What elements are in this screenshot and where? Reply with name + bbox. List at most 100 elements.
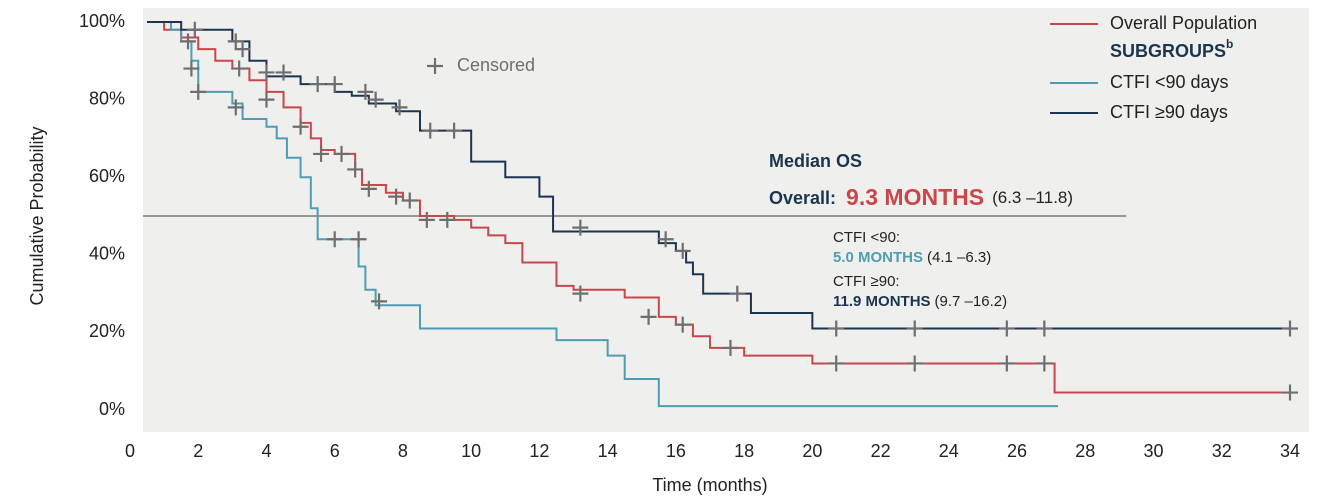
plot-background xyxy=(143,8,1309,432)
censor-mark xyxy=(333,145,350,162)
censor-mark xyxy=(371,293,388,310)
annotation-label: CTFI <90: xyxy=(833,229,900,246)
x-tick-label: 2 xyxy=(193,441,203,461)
censor-mark xyxy=(347,161,364,178)
x-tick-label: 34 xyxy=(1280,441,1300,461)
censor-mark xyxy=(309,76,326,93)
censor-mark xyxy=(227,99,244,116)
censor-mark xyxy=(640,308,657,325)
censor-mark xyxy=(292,118,309,135)
censor-mark xyxy=(183,60,200,77)
censor-mark xyxy=(258,91,275,108)
annotation-heading: Median OS xyxy=(769,151,862,171)
censor-mark xyxy=(388,188,405,205)
censor-mark xyxy=(446,122,463,139)
censor-mark xyxy=(572,219,589,236)
censor-mark xyxy=(1282,320,1298,337)
censor-mark xyxy=(906,355,923,372)
censor-mark xyxy=(326,231,343,248)
censor-mark xyxy=(674,316,691,333)
annotation-value: 11.9 MONTHS xyxy=(833,293,931,310)
censor-mark xyxy=(998,320,1015,337)
x-tick-label: 32 xyxy=(1212,441,1232,461)
annotation-ci: (6.3 –11.8) xyxy=(992,188,1073,207)
annotation-ge90: 11.9 MONTHS (9.7 –16.2) xyxy=(833,293,1007,310)
censor-mark xyxy=(275,64,292,81)
legend-group-title-text: SUBGROUPS xyxy=(1110,41,1226,61)
x-tick-label: 14 xyxy=(598,441,618,461)
censor-mark xyxy=(180,33,196,50)
series-layer xyxy=(147,21,1290,408)
censor-mark xyxy=(722,339,739,356)
censor-mark xyxy=(190,83,207,100)
annotation-ci: (4.1 –6.3) xyxy=(927,249,991,266)
x-tick-label: 30 xyxy=(1144,441,1164,461)
x-tick-label: 6 xyxy=(330,441,340,461)
censor-legend-symbol xyxy=(427,58,443,74)
x-tick-label: 12 xyxy=(529,441,549,461)
x-axis-label: Time (months) xyxy=(652,475,767,495)
censor-mark xyxy=(828,320,845,337)
censor-mark xyxy=(657,231,674,248)
censor-layer xyxy=(180,21,1298,401)
annotation-lt90: 5.0 MONTHS (4.1 –6.3) xyxy=(833,249,991,266)
censor-mark xyxy=(227,33,244,50)
y-tick-label: 60% xyxy=(89,166,125,186)
censor-mark xyxy=(360,180,377,197)
legend-label: Overall Population xyxy=(1110,13,1257,33)
x-tick-label: 8 xyxy=(398,441,408,461)
x-tick-label: 24 xyxy=(939,441,959,461)
censor-mark xyxy=(729,285,746,302)
censor-mark xyxy=(828,355,845,372)
survival-curve xyxy=(147,21,1290,394)
x-tick-label: 10 xyxy=(461,441,481,461)
censor-mark xyxy=(906,320,923,337)
y-tick-label: 80% xyxy=(89,88,125,108)
x-tick-label: 16 xyxy=(666,441,686,461)
censor-mark xyxy=(1036,320,1053,337)
censor-mark xyxy=(350,231,367,248)
censor-mark xyxy=(1036,355,1053,372)
survival-curve xyxy=(147,21,1058,408)
legend-label: CTFI <90 days xyxy=(1110,72,1229,92)
x-tick-label: 26 xyxy=(1007,441,1027,461)
annotation-ci: (9.7 –16.2) xyxy=(935,293,1008,310)
annotation-value: 5.0 MONTHS xyxy=(833,249,923,266)
y-tick-label: 20% xyxy=(89,321,125,341)
x-tick-label: 28 xyxy=(1075,441,1095,461)
x-tick-label: 4 xyxy=(261,441,271,461)
censor-mark xyxy=(418,211,435,228)
y-tick-label: 40% xyxy=(89,244,125,264)
censor-mark xyxy=(367,91,384,108)
censor-mark xyxy=(357,83,374,100)
censor-mark xyxy=(674,242,691,259)
censor-mark xyxy=(186,21,203,38)
censor-mark xyxy=(258,64,275,81)
x-tick-label: 0 xyxy=(125,441,135,461)
censor-mark xyxy=(231,60,248,77)
censor-mark xyxy=(439,211,456,228)
censor-mark xyxy=(998,355,1015,372)
x-tick-label: 20 xyxy=(802,441,822,461)
censor-mark xyxy=(422,122,439,139)
censor-mark xyxy=(326,76,343,93)
annotation-label: Overall: xyxy=(769,188,836,208)
censor-mark xyxy=(401,192,418,209)
y-tick-label: 100% xyxy=(79,11,125,31)
annotation-overall: Overall: 9.3 MONTHS (6.3 –11.8) xyxy=(769,184,1073,210)
legend-label: CTFI ≥90 days xyxy=(1110,102,1228,122)
y-axis-label: Cumulative Probability xyxy=(27,126,47,305)
legend-group-title: SUBGROUPSb xyxy=(1110,37,1233,61)
censor-mark xyxy=(1282,384,1298,401)
legend-group-superscript: b xyxy=(1226,37,1233,51)
censor-mark xyxy=(234,41,251,58)
censor-legend-label: Censored xyxy=(457,55,535,75)
survival-curve xyxy=(147,21,1290,330)
annotation-label: CTFI ≥90: xyxy=(833,273,900,290)
censor-mark xyxy=(572,285,589,302)
censor-mark xyxy=(313,145,330,162)
x-tick-label: 18 xyxy=(734,441,754,461)
annotation-value: 9.3 MONTHS xyxy=(846,184,984,210)
